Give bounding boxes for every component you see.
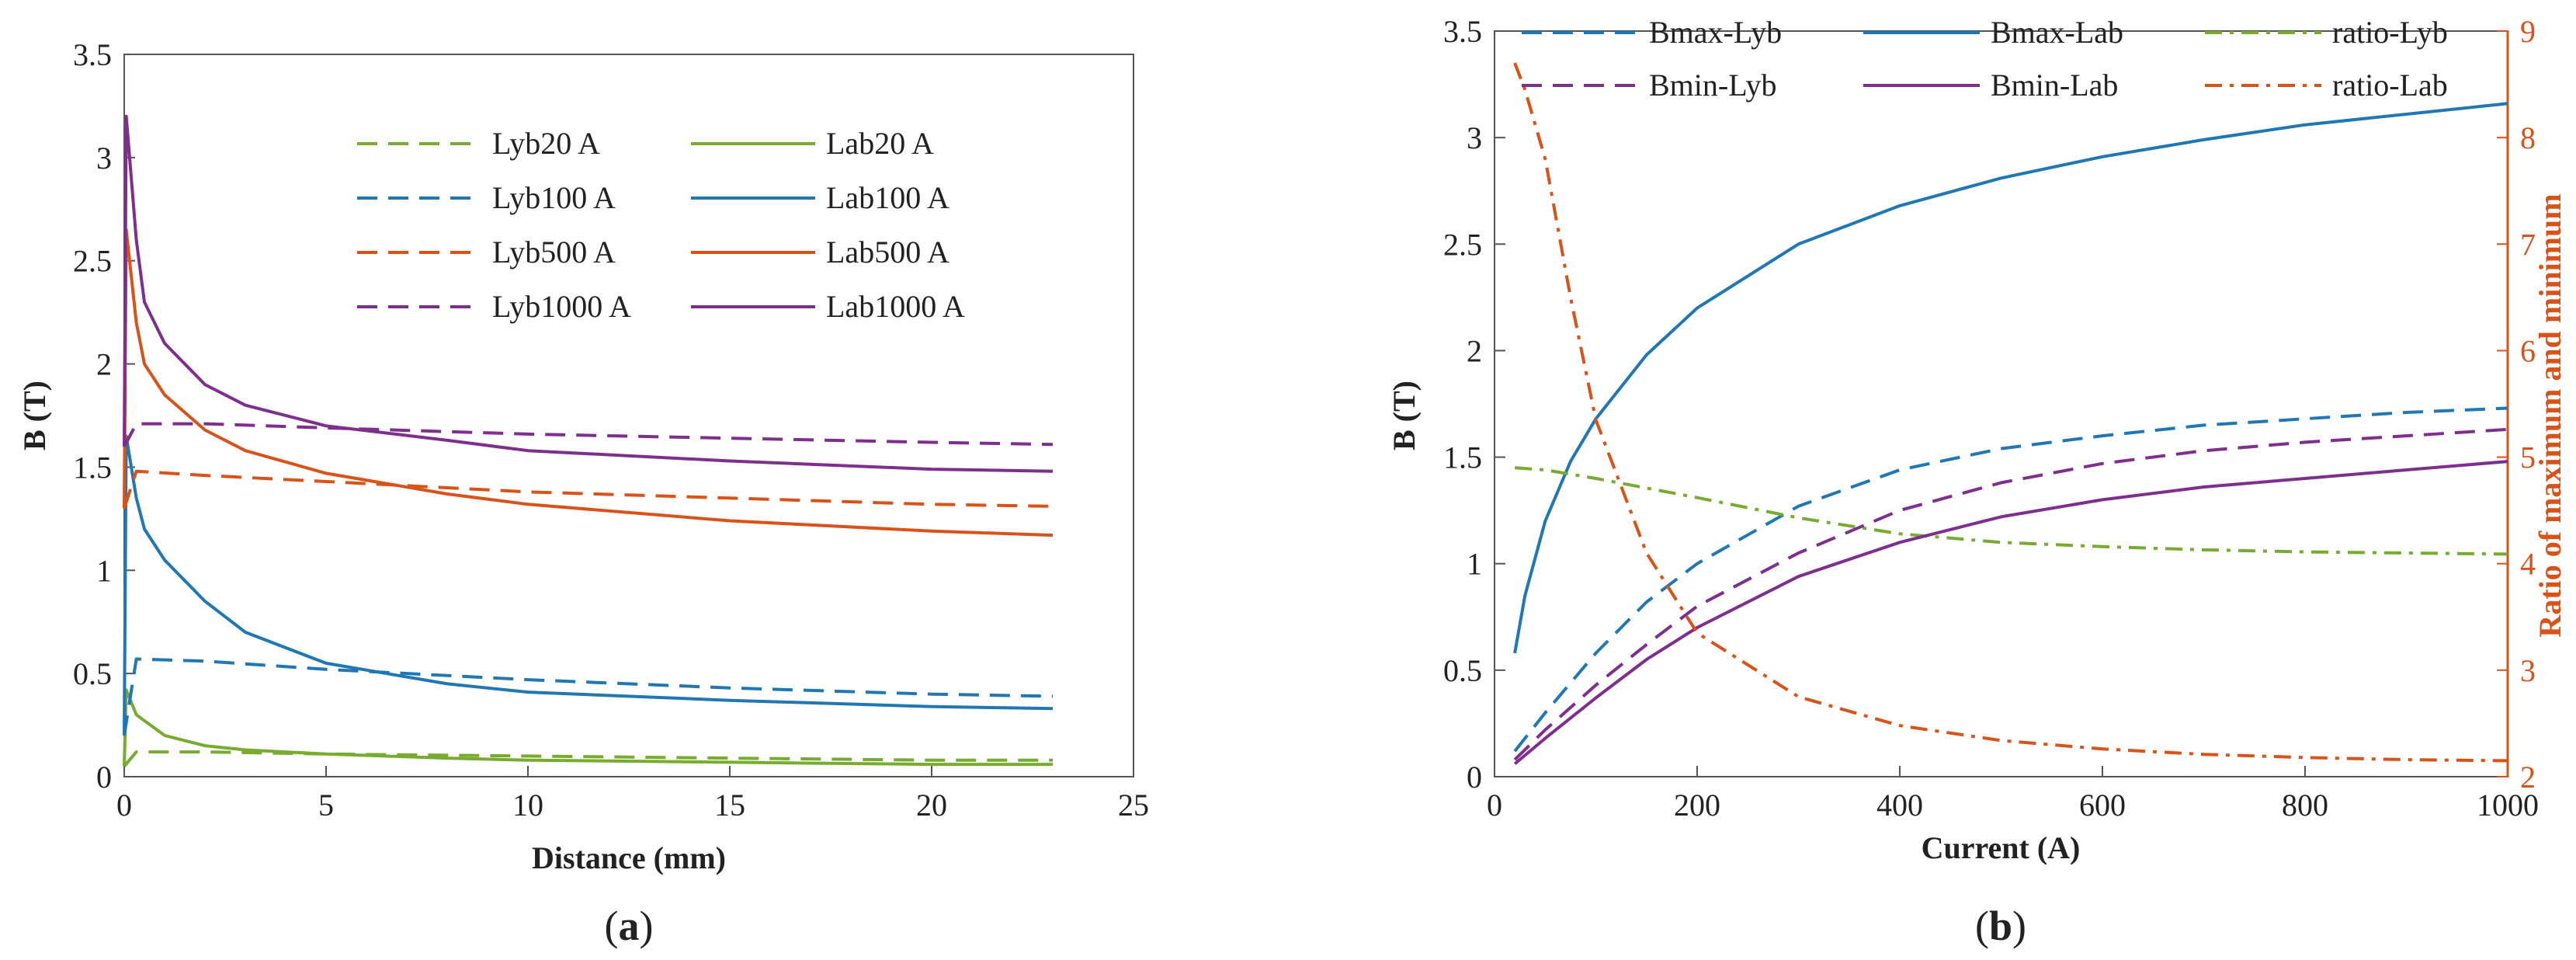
panel-a-series-lab100-a <box>123 434 1054 736</box>
panel-a-x-tick-label: 15 <box>714 788 745 823</box>
panel-a-series-lab1000-a <box>123 114 1054 473</box>
panel-a-y-tick-label: 3 <box>96 141 112 176</box>
panel-a-series <box>123 114 1054 767</box>
panel-b-y-axis-title: B (T) <box>1387 381 1422 450</box>
panel-a-series-lab500-a <box>123 228 1054 537</box>
panel-b-series-bmax-lyb <box>1513 406 2508 753</box>
panel-b-ticks: 0 200 400 600 800 1000 0 0.5 1 1.5 2 2.5 3 3.5 2 3 4 5 6 7 8… <box>1443 14 2539 823</box>
panel-a-y-tick-label: 2.5 <box>73 244 112 279</box>
panel-b-series-ratio-lyb <box>1514 466 2508 556</box>
panel-a-label: (a) <box>605 903 654 949</box>
legend-label-lab100-a: Lab100 A <box>826 180 950 215</box>
panel-a-series-lyb100-a <box>123 657 1054 736</box>
panel-a-y-tick-label: 2 <box>96 347 112 382</box>
legend-label-lab1000-a: Lab1000 A <box>826 289 965 324</box>
panel-b-x-tick-label: 0 <box>1487 788 1502 823</box>
panel-a-label-letter: a <box>619 903 640 949</box>
legend-label-lyb1000-a: Lyb1000 A <box>492 289 631 324</box>
panel-b-legend: Bmax-Lyb Bmax-Lab ratio-Lyb Bmin-Lyb Bmin-La… <box>1522 15 2448 103</box>
legend-label-lab20-a: Lab20 A <box>826 126 934 161</box>
panel-b-chart: 0 200 400 600 800 1000 0 0.5 1 1.5 2 2.5 3 3.5 2 3 4 5 6 7 8… <box>1387 14 2567 949</box>
legend-label-lyb500-a: Lyb500 A <box>492 235 616 270</box>
panel-b-series-bmin-lab <box>1513 460 2508 766</box>
panel-b-x-tick-label: 800 <box>2282 788 2328 823</box>
panel-b-y-tick-label: 2 <box>1467 333 1482 368</box>
panel-b-series-bmin-lyb <box>1513 427 2508 761</box>
panel-a-series-lab20-a <box>123 688 1053 767</box>
panel-a-chart: 0 5 10 15 20 25 0 0.5 1 1.5 2 2.5 3 3.5 Lyb20 A Lab20 … <box>17 37 1149 949</box>
panel-a-x-tick-label: 5 <box>318 788 334 823</box>
panel-a-x-tick-label: 25 <box>1118 788 1149 823</box>
panel-b-label-open: ( <box>1975 903 1989 949</box>
panel-b-label: (b) <box>1975 903 2026 949</box>
panel-b-right-tick-label: 6 <box>2520 333 2536 368</box>
panel-b-y-tick-label: 3 <box>1467 120 1482 155</box>
panel-b-series-ratio-lab <box>1513 62 2508 763</box>
panel-b-y-tick-label: 0.5 <box>1443 653 1482 688</box>
legend-label-lyb20-a: Lyb20 A <box>492 126 600 161</box>
panel-b-right-tick-label: 4 <box>2520 547 2536 582</box>
panel-b-right-axis-title: Ratio of maximum and minimum <box>2533 193 2567 637</box>
panel-a-y-axis-title: B (T) <box>17 381 52 450</box>
panel-a-x-tick-label: 10 <box>512 788 543 823</box>
panel-b-y-tick-label: 1.5 <box>1443 440 1482 475</box>
panel-a-x-tick-label: 20 <box>916 788 947 823</box>
panel-a-series-lyb1000-a <box>123 422 1054 447</box>
panel-b-x-tick-label: 400 <box>1876 788 1923 823</box>
panel-b-y-tick-label: 2.5 <box>1443 227 1482 262</box>
panel-a-y-tick-label: 1.5 <box>73 450 112 485</box>
panel-a-ticks: 0 5 10 15 20 25 0 0.5 1 1.5 2 2.5 3 3.5 <box>73 37 1149 823</box>
legend-label-lyb100-a: Lyb100 A <box>492 180 616 215</box>
panel-b-plot-frame <box>1494 30 2508 777</box>
panel-b-x-tick-label: 200 <box>1674 788 1720 823</box>
panel-a-y-tick-label: 3.5 <box>73 37 112 72</box>
legend-label-bmin-lyb: Bmin-Lyb <box>1649 68 1776 103</box>
panel-a-y-tick-label: 1 <box>96 553 112 588</box>
panel-a-series-lyb20-a <box>123 750 1053 767</box>
panel-b-y-tick-label: 3.5 <box>1443 14 1482 49</box>
panel-b-y-tick-label: 1 <box>1467 547 1482 582</box>
legend-label-bmax-lab: Bmax-Lab <box>1991 15 2123 50</box>
legend-label-ratio-lyb: ratio-Lyb <box>2332 15 2448 50</box>
panel-a-label-open: ( <box>605 903 619 949</box>
panel-b-label-letter: b <box>1989 903 2012 949</box>
panel-b-right-tick-label: 9 <box>2520 14 2536 49</box>
legend-label-ratio-lab: ratio-Lab <box>2332 68 2448 103</box>
panel-b-label-close: ) <box>2012 903 2026 949</box>
panel-b-x-tick-label: 1000 <box>2477 788 2539 823</box>
panel-a-x-axis-title: Distance (mm) <box>532 840 726 875</box>
panel-b-right-tick-label: 7 <box>2520 227 2536 262</box>
panel-b-right-tick-label: 5 <box>2520 440 2536 475</box>
legend-label-bmin-lab: Bmin-Lab <box>1991 68 2118 103</box>
panel-a-series-lyb500-a <box>123 469 1054 510</box>
panel-b-x-axis-title: Current (A) <box>1922 830 2081 865</box>
panel-b-series-bmax-lab <box>1513 102 2508 654</box>
panel-a-y-tick-label: 0 <box>96 760 112 795</box>
panel-b-x-tick-label: 600 <box>2079 788 2126 823</box>
panel-a-label-close: ) <box>640 903 654 949</box>
panel-a-legend: Lyb20 A Lab20 A Lyb100 A Lab100 A Lyb500 A La… <box>357 126 965 324</box>
panel-a-x-tick-label: 0 <box>116 788 132 823</box>
legend-label-bmax-lyb: Bmax-Lyb <box>1649 15 1782 50</box>
panel-b-series <box>1513 62 2508 766</box>
panel-a-y-tick-label: 0.5 <box>73 656 112 691</box>
panel-b-right-tick-label: 2 <box>2520 760 2536 795</box>
panel-b-right-tick-label: 8 <box>2520 120 2536 155</box>
legend-label-lab500-a: Lab500 A <box>826 235 950 270</box>
panel-a-plot-frame <box>123 54 1134 777</box>
panel-b-y-tick-label: 0 <box>1467 760 1482 795</box>
panel-b-right-tick-label: 3 <box>2520 653 2536 688</box>
